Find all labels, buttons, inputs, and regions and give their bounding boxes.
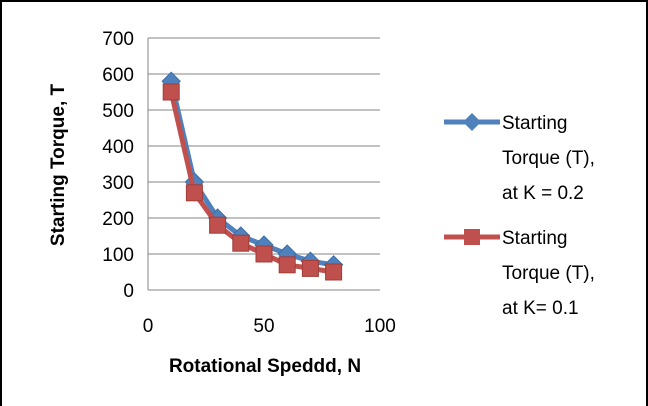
x-tick-label: 100 xyxy=(364,316,396,337)
y-tick-label: 300 xyxy=(102,173,134,194)
y-tick-label: 0 xyxy=(123,281,134,302)
x-axis-title: Rotational Speddd, N xyxy=(169,356,361,377)
legend-label: Torque (T), xyxy=(502,148,595,169)
x-tick-label: 50 xyxy=(253,316,274,337)
y-tick-label: 200 xyxy=(102,209,134,230)
series-line xyxy=(168,80,334,268)
legend: Starting Torque (T), at K = 0.2 Starting Tor… xyxy=(444,113,595,319)
x-tick-labels: 0 50 100 xyxy=(143,316,396,337)
legend-label: Starting xyxy=(502,113,567,134)
y-tick-label: 700 xyxy=(102,29,134,50)
data-point xyxy=(232,234,250,252)
y-tick-label: 600 xyxy=(102,65,134,86)
series-2 xyxy=(162,83,343,281)
y-tick-label: 400 xyxy=(102,137,134,158)
data-point xyxy=(185,184,203,202)
data-point xyxy=(278,256,296,274)
legend-entry-2: Starting Torque (T), at K= 0.1 xyxy=(444,228,595,319)
y-tick-labels: 0 100 200 300 400 500 600 700 xyxy=(102,29,134,302)
y-tick-label: 100 xyxy=(102,245,134,266)
legend-label: Torque (T), xyxy=(502,263,595,284)
legend-label: at K = 0.2 xyxy=(502,183,584,204)
legend-marker xyxy=(464,229,480,245)
y-tick-label: 500 xyxy=(102,101,134,122)
data-series xyxy=(161,71,344,281)
x-tick-label: 0 xyxy=(143,316,154,337)
data-point xyxy=(255,245,273,263)
legend-marker xyxy=(463,113,481,131)
data-point xyxy=(301,259,319,277)
legend-label: at K= 0.1 xyxy=(502,298,579,319)
legend-entry-1: Starting Torque (T), at K = 0.2 xyxy=(444,113,595,204)
y-axis-title: Starting Torque, T xyxy=(48,84,69,247)
legend-label: Starting xyxy=(502,228,567,249)
axes xyxy=(147,38,380,291)
data-point xyxy=(325,263,343,281)
data-point xyxy=(209,216,227,234)
data-point xyxy=(162,83,180,101)
